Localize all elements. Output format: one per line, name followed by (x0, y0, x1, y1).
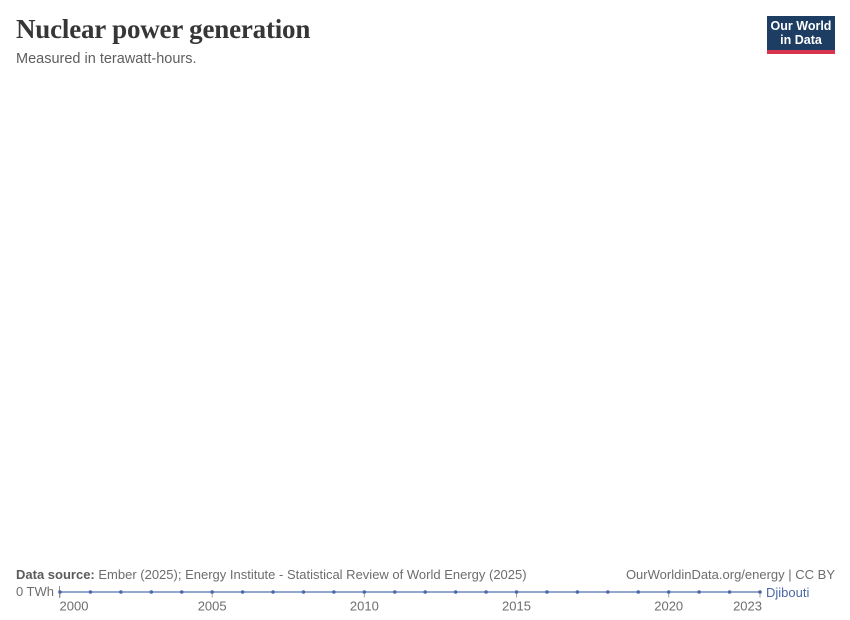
data-source-label: Data source: (16, 567, 95, 582)
data-point-marker (362, 590, 367, 594)
data-point-marker (179, 590, 184, 594)
data-point-marker (58, 590, 62, 594)
data-point-marker (392, 590, 397, 594)
chart-footer: Data source: Ember (2025); Energy Instit… (16, 566, 835, 583)
x-tick-label: 2015 (502, 599, 531, 614)
owid-logo: Our World in Data (767, 16, 835, 54)
data-point-marker (423, 590, 428, 594)
data-point-marker (575, 590, 580, 594)
chart-subtitle: Measured in terawatt-hours. (16, 51, 197, 67)
entity-label: Djibouti (766, 585, 809, 600)
chart-header: Nuclear power generation Measured in ter… (0, 0, 850, 80)
y-tick-label: 0 TWh (16, 584, 54, 599)
chart-title: Nuclear power generation (16, 14, 311, 44)
data-point-marker (119, 590, 123, 594)
data-point-marker (666, 590, 671, 594)
data-point-marker (88, 590, 93, 594)
owid-logo-line2: in Data (780, 33, 822, 47)
data-point-marker (514, 590, 519, 594)
data-point-marker (332, 590, 336, 594)
x-tick-label: 2020 (654, 599, 683, 614)
data-point-marker (240, 590, 245, 594)
owid-logo-line1: Our World (770, 19, 832, 33)
data-point-marker (301, 590, 306, 594)
chart-plot-area: Djibouti 0 TWh 2000 2005 2010 2015 2020 2023 (0, 80, 850, 614)
data-point-marker (758, 590, 762, 594)
data-point-marker (149, 590, 154, 594)
data-point-marker (271, 590, 275, 594)
license-link[interactable]: OurWorldinData.org/energy | CC BY (625, 567, 835, 582)
data-point-marker (210, 590, 214, 594)
data-point-marker (636, 590, 641, 594)
data-point-marker (606, 590, 610, 594)
data-point-marker (453, 590, 458, 594)
data-source-note: Data source: Ember (2025); Energy Instit… (16, 566, 527, 583)
x-tick-label: 2023 (733, 599, 762, 614)
x-tick-label: 2010 (350, 599, 379, 614)
data-point-marker (697, 590, 701, 594)
data-point-marker (484, 590, 488, 594)
data-point-marker (545, 590, 549, 594)
data-point-marker (727, 590, 732, 594)
x-tick-label: 2005 (198, 599, 227, 614)
x-tick-label: 2000 (60, 599, 89, 614)
data-source-text: Ember (2025); Energy Institute - Statist… (94, 567, 527, 582)
